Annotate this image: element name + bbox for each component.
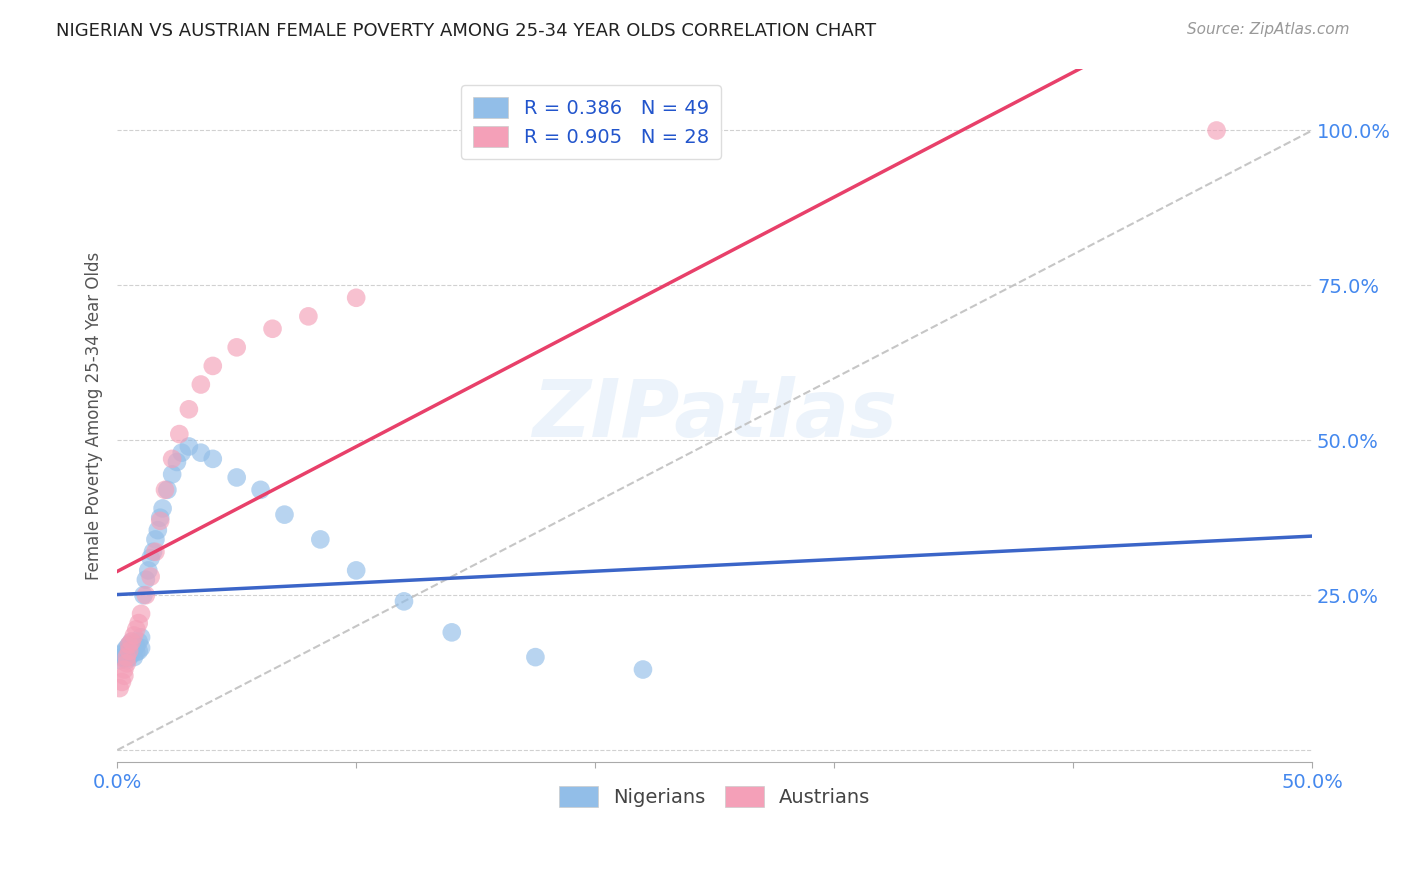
Text: Source: ZipAtlas.com: Source: ZipAtlas.com	[1187, 22, 1350, 37]
Point	[273, 508, 295, 522]
Point	[201, 451, 224, 466]
Point	[524, 650, 547, 665]
Point	[169, 427, 191, 442]
Point	[145, 545, 167, 559]
Point	[146, 523, 169, 537]
Point	[122, 642, 145, 657]
Point	[121, 634, 143, 648]
Point	[149, 510, 172, 524]
Point	[153, 483, 176, 497]
Point	[297, 310, 319, 324]
Point	[201, 359, 224, 373]
Point	[112, 651, 135, 665]
Point	[160, 451, 183, 466]
Point	[142, 545, 165, 559]
Point	[112, 669, 135, 683]
Point	[118, 644, 141, 658]
Point	[112, 644, 135, 658]
Point	[156, 483, 179, 497]
Point	[112, 648, 135, 663]
Point	[128, 634, 150, 648]
Point	[190, 445, 212, 459]
Point	[152, 501, 174, 516]
Point	[135, 588, 157, 602]
Point	[129, 630, 152, 644]
Point	[132, 588, 155, 602]
Point	[108, 681, 131, 695]
Point	[1205, 123, 1227, 137]
Point	[125, 645, 148, 659]
Point	[225, 470, 247, 484]
Point	[111, 650, 134, 665]
Point	[121, 640, 143, 655]
Point	[631, 663, 654, 677]
Point	[115, 657, 138, 671]
Point	[136, 563, 159, 577]
Point	[135, 573, 157, 587]
Point	[129, 640, 152, 655]
Point	[108, 653, 131, 667]
Point	[145, 533, 167, 547]
Point	[118, 638, 141, 652]
Point	[139, 569, 162, 583]
Point	[112, 663, 135, 677]
Point	[309, 533, 332, 547]
Point	[122, 628, 145, 642]
Point	[118, 650, 141, 665]
Point	[115, 645, 138, 659]
Point	[111, 674, 134, 689]
Text: NIGERIAN VS AUSTRIAN FEMALE POVERTY AMONG 25-34 YEAR OLDS CORRELATION CHART: NIGERIAN VS AUSTRIAN FEMALE POVERTY AMON…	[56, 22, 876, 40]
Point	[440, 625, 463, 640]
Point	[249, 483, 271, 497]
Y-axis label: Female Poverty Among 25-34 Year Olds: Female Poverty Among 25-34 Year Olds	[86, 252, 103, 580]
Point	[122, 636, 145, 650]
Point	[118, 644, 141, 658]
Point	[177, 402, 200, 417]
Point	[122, 650, 145, 665]
Point	[344, 563, 367, 577]
Point	[125, 622, 148, 636]
Point	[115, 653, 138, 667]
Point	[121, 634, 143, 648]
Point	[128, 615, 150, 630]
Point	[392, 594, 415, 608]
Point	[262, 322, 284, 336]
Point	[170, 445, 193, 459]
Point	[129, 607, 152, 621]
Point	[177, 440, 200, 454]
Point	[190, 377, 212, 392]
Point	[121, 647, 143, 661]
Point	[225, 340, 247, 354]
Point	[125, 639, 148, 653]
Point	[344, 291, 367, 305]
Point	[128, 644, 150, 658]
Text: ZIPatlas: ZIPatlas	[531, 376, 897, 455]
Point	[111, 647, 134, 661]
Point	[139, 551, 162, 566]
Point	[115, 650, 138, 665]
Point	[115, 640, 138, 655]
Legend: Nigerians, Austrians: Nigerians, Austrians	[551, 779, 879, 815]
Point	[166, 455, 188, 469]
Point	[149, 514, 172, 528]
Point	[118, 638, 141, 652]
Point	[160, 467, 183, 482]
